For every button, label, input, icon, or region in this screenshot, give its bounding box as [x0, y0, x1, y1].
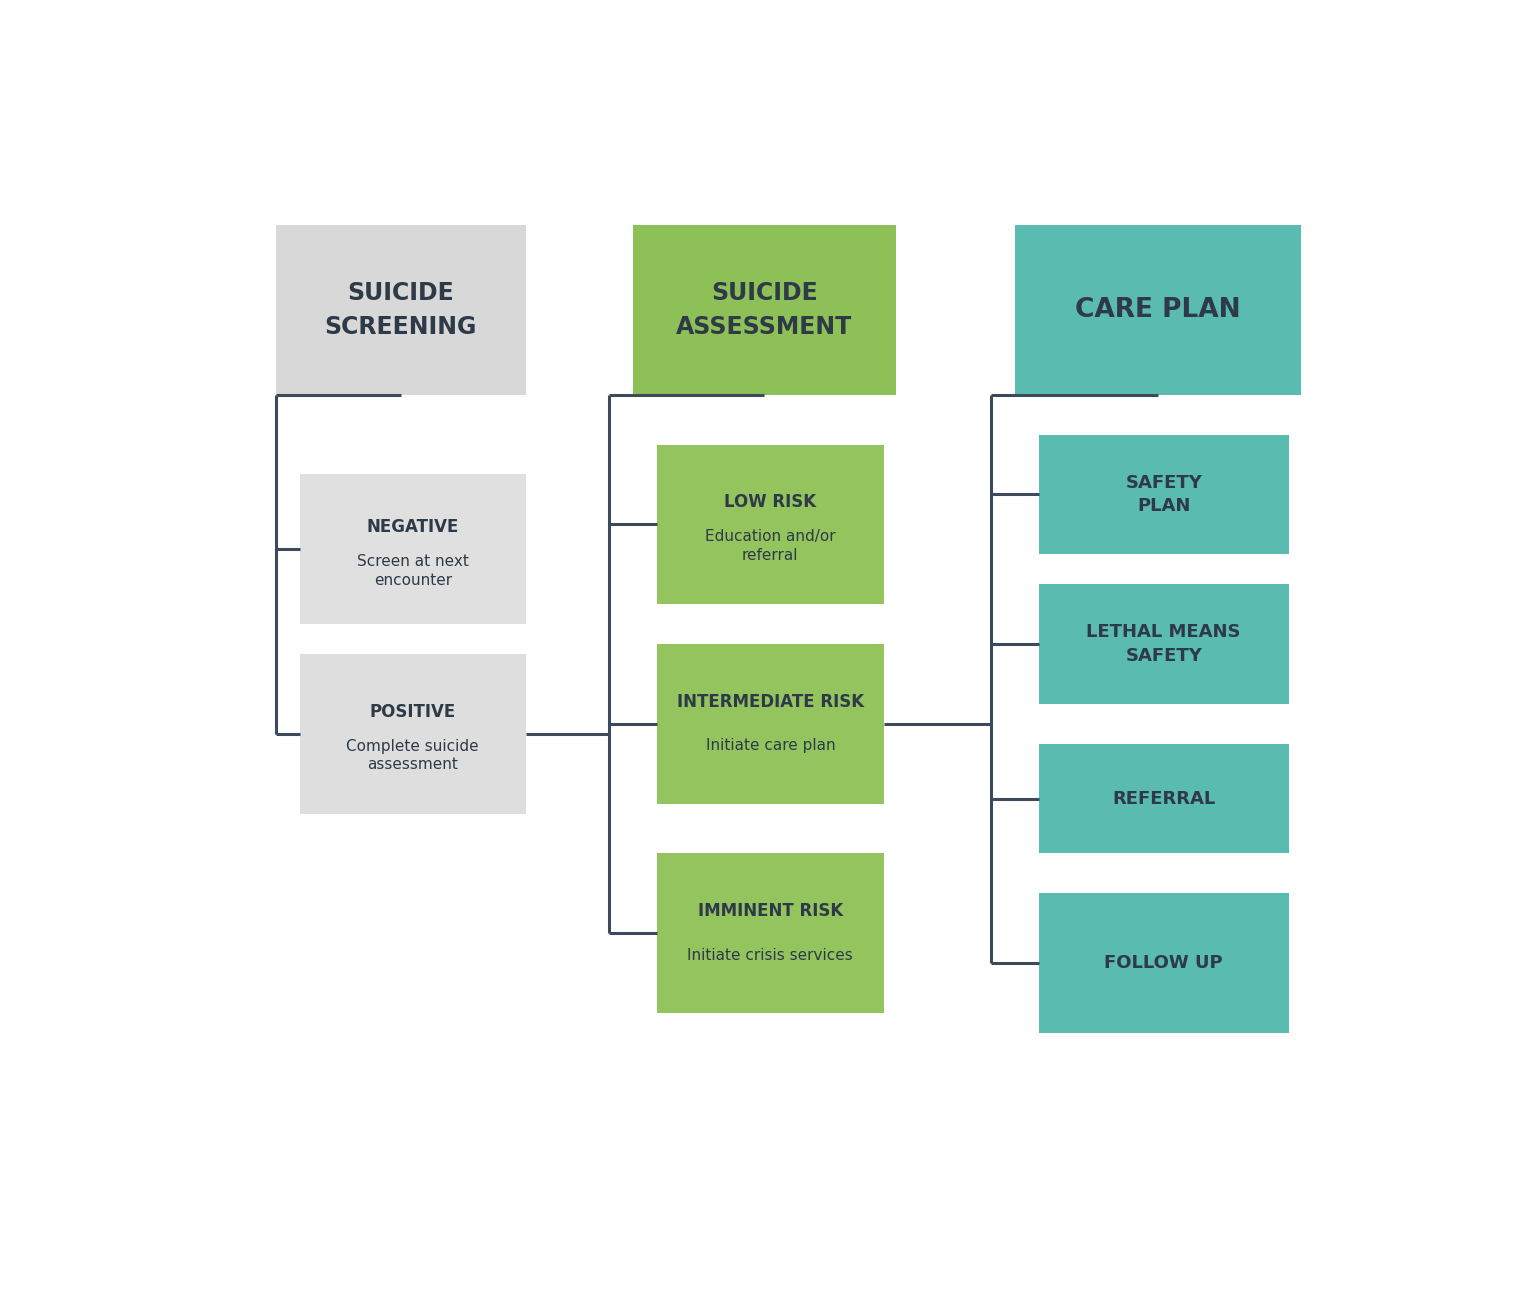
Text: Screen at next
encounter: Screen at next encounter [357, 554, 469, 588]
Text: Initiate crisis services: Initiate crisis services [687, 948, 854, 962]
Text: CARE PLAN: CARE PLAN [1075, 297, 1241, 322]
FancyBboxPatch shape [657, 853, 884, 1013]
Text: NEGATIVE: NEGATIVE [366, 518, 458, 536]
FancyBboxPatch shape [300, 654, 526, 813]
Text: LETHAL MEANS
SAFETY: LETHAL MEANS SAFETY [1086, 623, 1241, 664]
Text: LOW RISK: LOW RISK [724, 493, 817, 512]
Text: SUICIDE
ASSESSMENT: SUICIDE ASSESSMENT [677, 281, 852, 339]
Text: SUICIDE
SCREENING: SUICIDE SCREENING [325, 281, 477, 339]
FancyBboxPatch shape [657, 644, 884, 803]
FancyBboxPatch shape [1038, 435, 1289, 554]
FancyBboxPatch shape [275, 225, 526, 395]
Text: FOLLOW UP: FOLLOW UP [1104, 954, 1223, 973]
Text: Initiate care plan: Initiate care plan [706, 738, 835, 754]
Text: Complete suicide
assessment: Complete suicide assessment [346, 739, 478, 773]
Text: Education and/or
referral: Education and/or referral [704, 530, 835, 563]
FancyBboxPatch shape [1038, 743, 1289, 853]
Text: POSITIVE: POSITIVE [369, 703, 455, 721]
Text: REFERRAL: REFERRAL [1112, 790, 1215, 808]
FancyBboxPatch shape [1038, 894, 1289, 1033]
Text: SAFETY
PLAN: SAFETY PLAN [1126, 474, 1203, 515]
Text: INTERMEDIATE RISK: INTERMEDIATE RISK [677, 693, 864, 711]
Text: IMMINENT RISK: IMMINENT RISK [698, 903, 843, 921]
FancyBboxPatch shape [1038, 584, 1289, 704]
FancyBboxPatch shape [634, 225, 895, 395]
FancyBboxPatch shape [657, 444, 884, 603]
FancyBboxPatch shape [300, 474, 526, 624]
FancyBboxPatch shape [1015, 225, 1301, 395]
